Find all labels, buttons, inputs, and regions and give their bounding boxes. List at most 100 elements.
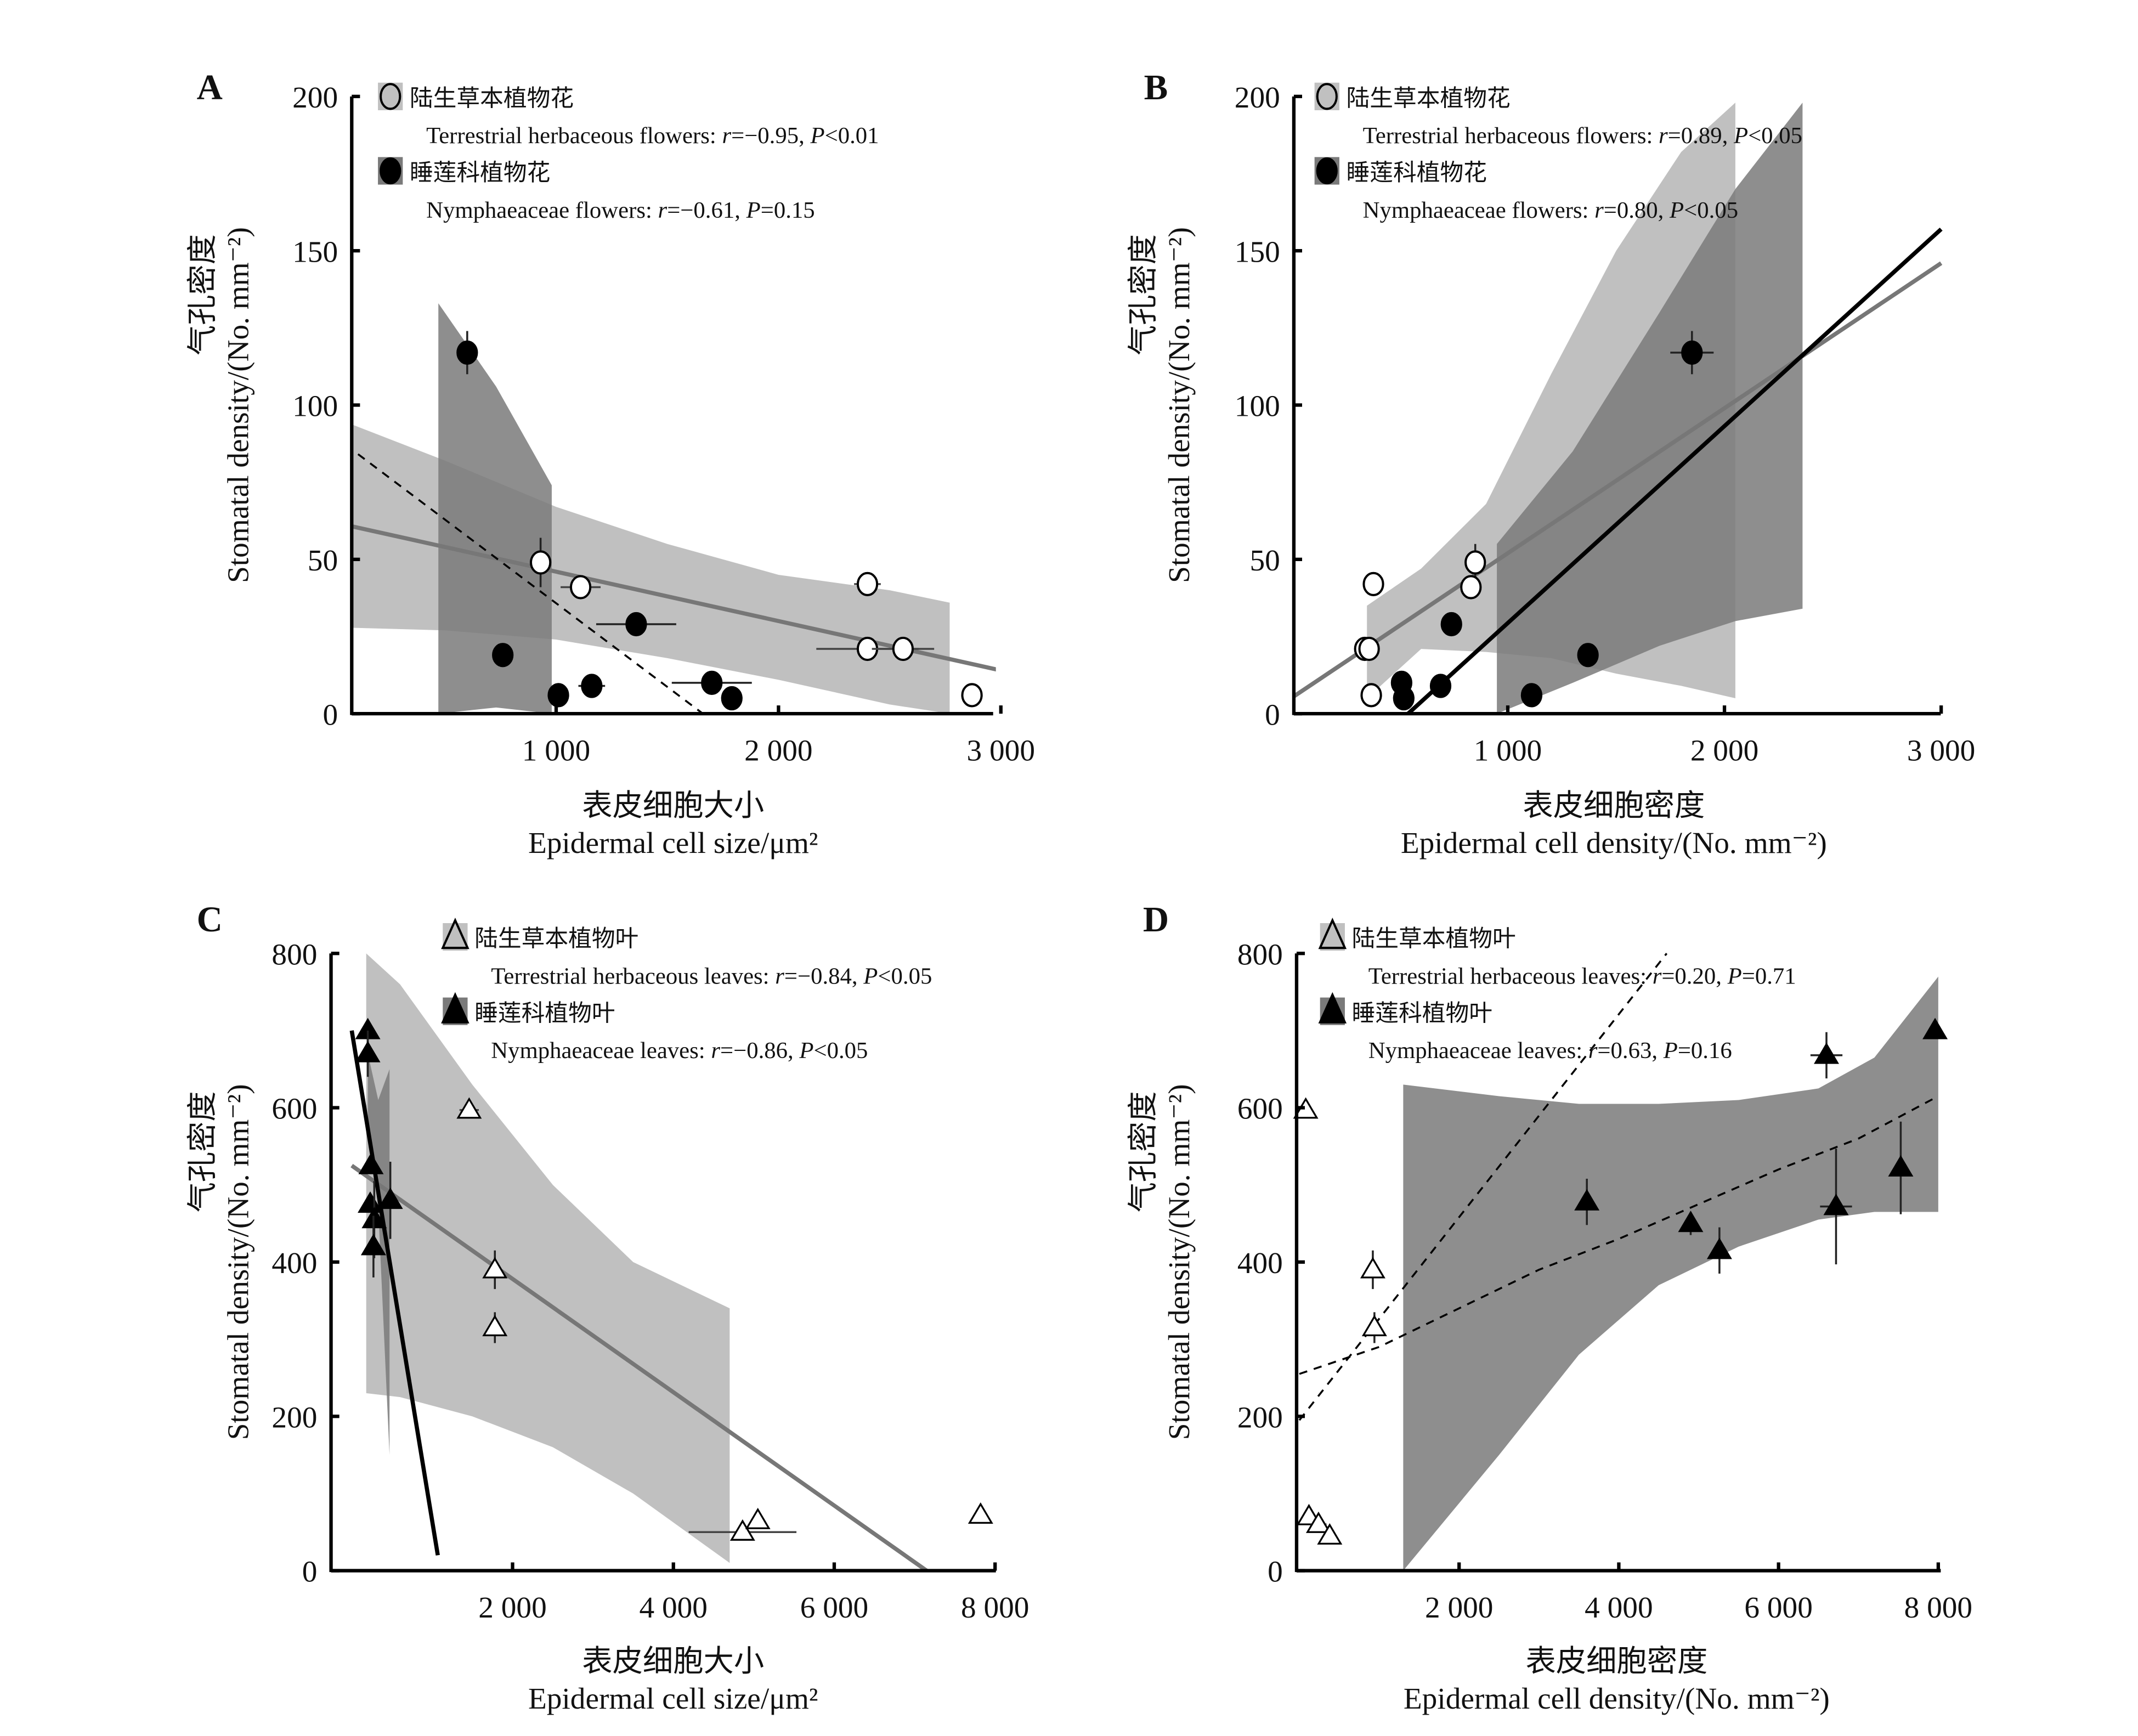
legend-label-cn: 陆生草本植物叶: [1352, 926, 1516, 952]
panel-label: B: [1144, 68, 1168, 108]
nymphaeaceae-data-point: [1440, 612, 1462, 637]
legend-stat: Terrestrial herbaceous flowers: r=−0.95,…: [426, 123, 879, 149]
terrestrial-data-point: [1305, 1511, 1331, 1533]
legend: 陆生草本植物叶 Terrestrial herbaceous leaves: r=…: [441, 918, 932, 1064]
plot-area: [349, 953, 928, 1571]
nymphaeaceae-data-point: [721, 686, 743, 711]
terrestrial-data-point: [854, 572, 881, 596]
terrestrial-data-point: [968, 1502, 993, 1524]
nymphaeaceae-ci-band: [438, 303, 552, 714]
terrestrial-data-point: [688, 1519, 797, 1541]
terrestrial-data-point: [1317, 1523, 1343, 1545]
plot-area: [1293, 103, 1943, 714]
y-tick-label: 400: [272, 1246, 317, 1280]
point-marker: [1681, 340, 1703, 365]
nymphaeaceae-data-point: [1574, 1178, 1600, 1225]
open-circle-icon: [1316, 83, 1338, 110]
point-marker: [1362, 572, 1384, 596]
point-marker: [358, 1152, 384, 1174]
y-tick-label: 0: [323, 698, 338, 731]
panel-d: 0 200 400 600 800 2 000 4 000 6 000 8 000 D 表皮细胞密度…: [1126, 900, 1972, 1715]
terrestrial-data-point: [1360, 683, 1382, 708]
legend-label-cn: 睡莲科植物花: [410, 160, 550, 186]
nymphaeaceae-data-point: [355, 1030, 381, 1077]
nymphaeaceae-data-point: [360, 1215, 386, 1278]
terrestrial-data-point: [482, 1250, 508, 1290]
nymphaeaceae-data-point: [1820, 1149, 1852, 1265]
point-marker: [1574, 1189, 1600, 1211]
point-marker: [360, 1234, 386, 1256]
filled-circle-icon: [1316, 157, 1338, 185]
terrestrial-fit-line: [1293, 261, 1943, 699]
point-marker: [968, 1502, 993, 1524]
panel-label: D: [1143, 900, 1169, 940]
x-tick-label: 2 000: [744, 734, 812, 767]
y-tick-label: 100: [1235, 389, 1280, 423]
terrestrial-data-point: [1464, 544, 1486, 581]
y-tick-label: 600: [272, 1092, 317, 1126]
x-tick-label: 2 000: [478, 1591, 546, 1624]
nymphaeaceae-data-point: [492, 643, 514, 668]
terrestrial-data-point: [1360, 1250, 1385, 1290]
nymphaeaceae-fit-line: [352, 448, 704, 714]
y-tick-label: 800: [1237, 937, 1283, 971]
legend-stat: Nymphaeaceae flowers: r=−0.61, P=0.15: [426, 197, 815, 223]
legend-label-cn: 睡莲科植物花: [1346, 160, 1486, 186]
point-marker: [701, 670, 723, 695]
y-axis-title-cn: 气孔密度: [1126, 1091, 1160, 1212]
nymphaeaceae-data-point: [1520, 683, 1543, 708]
point-marker: [529, 550, 552, 575]
point-marker: [1678, 1211, 1704, 1232]
nymphaeaceae-data-point: [1670, 331, 1714, 375]
point-marker: [456, 1097, 482, 1119]
y-tick-label: 150: [1235, 235, 1280, 268]
legend-label-cn: 睡莲科植物叶: [1352, 1000, 1492, 1026]
point-marker: [961, 683, 983, 708]
point-marker: [1429, 674, 1452, 698]
nymphaeaceae-data-point: [547, 683, 569, 708]
y-tick-label: 400: [1237, 1246, 1283, 1280]
point-marker: [1814, 1042, 1839, 1064]
point-marker: [1360, 683, 1382, 708]
nymphaeaceae-fit-line: [349, 1030, 440, 1556]
filled-triangle-icon: [1318, 992, 1347, 1023]
point-marker: [581, 674, 603, 698]
x-tick-label: 3 000: [967, 734, 1035, 767]
x-axis-title-cn: 表皮细胞大小: [582, 789, 764, 822]
y-tick-label: 0: [302, 1555, 318, 1588]
point-marker: [1360, 1257, 1385, 1279]
terrestrial-data-point: [561, 575, 601, 600]
y-tick-label: 800: [272, 937, 317, 971]
y-axis-title-en: Stomatal density/(No. mm⁻²): [222, 227, 255, 583]
x-tick-label: 8 000: [1904, 1591, 1972, 1624]
nymphaeaceae-data-point: [596, 612, 676, 637]
point-marker: [377, 1188, 403, 1209]
open-triangle-icon: [1318, 918, 1347, 949]
point-marker: [569, 575, 592, 600]
x-axis-title-en: Epidermal cell density/(No. mm⁻²): [1404, 1682, 1830, 1715]
legend-stat: Nymphaeaceae flowers: r=0.80, P<0.05: [1363, 197, 1738, 223]
terrestrial-ci-band: [366, 953, 730, 1563]
legend: 陆生草本植物叶 Terrestrial herbaceous leaves: r=…: [1318, 918, 1796, 1064]
x-tick-label: 1 000: [522, 734, 590, 767]
y-tick-label: 50: [308, 544, 338, 577]
terrestrial-data-point: [745, 1507, 771, 1529]
y-tick-label: 600: [1237, 1092, 1283, 1126]
terrestrial-data-point: [1358, 636, 1380, 661]
y-tick-label: 200: [1235, 81, 1280, 114]
point-marker: [482, 1315, 508, 1337]
panel-b: 0 50 100 150 200 1 000 2 000 3 000 B 表皮细胞密度 Epider…: [1126, 68, 1975, 859]
filled-triangle-icon: [441, 992, 470, 1023]
point-marker: [1460, 575, 1482, 600]
nymphaeaceae-data-point: [358, 1191, 383, 1213]
nymphaeaceae-data-point: [671, 670, 752, 695]
point-marker: [355, 1041, 381, 1062]
y-axis-title-en: Stomatal density/(No. mm⁻²): [222, 1084, 255, 1440]
x-axis-title-en: Epidermal cell size/μm²: [528, 826, 818, 859]
nymphaeaceae-data-point: [1577, 643, 1599, 668]
nymphaeaceae-data-point: [578, 674, 606, 698]
terrestrial-data-point: [1361, 1312, 1387, 1343]
nymphaeaceae-data-point: [1888, 1121, 1914, 1214]
point-marker: [456, 340, 478, 365]
x-tick-label: 3 000: [1907, 734, 1975, 767]
